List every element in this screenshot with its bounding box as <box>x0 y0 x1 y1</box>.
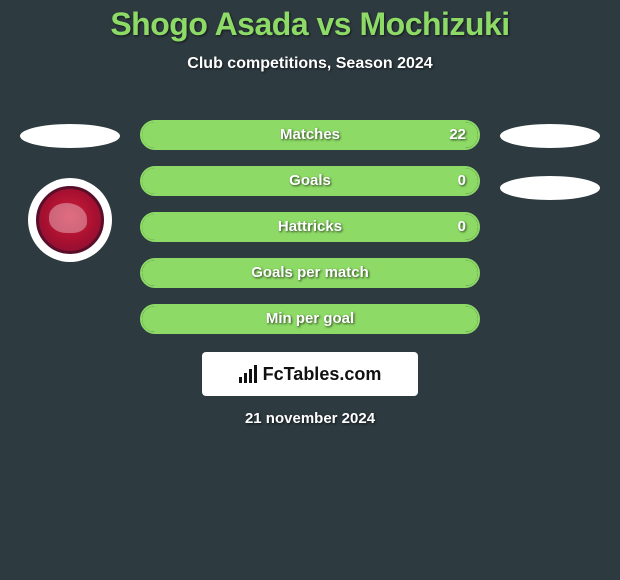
bar-chart-icon <box>239 365 257 383</box>
player-ellipse <box>500 124 600 148</box>
stat-row-hattricks: Hattricks 0 <box>140 212 480 242</box>
club-badge-left <box>28 178 112 262</box>
right-player-column <box>500 124 600 200</box>
stat-row-goals-per-match: Goals per match <box>140 258 480 288</box>
stat-row-goals: Goals 0 <box>140 166 480 196</box>
club-badge-emblem <box>36 186 104 254</box>
left-player-column <box>20 124 120 262</box>
player-ellipse <box>20 124 120 148</box>
stat-value-right: 0 <box>458 214 466 240</box>
stat-label: Matches <box>142 122 478 148</box>
stat-row-min-per-goal: Min per goal <box>140 304 480 334</box>
page-title: Shogo Asada vs Mochizuki <box>0 6 620 43</box>
stat-label: Min per goal <box>142 306 478 332</box>
stat-value-right: 0 <box>458 168 466 194</box>
stats-column: Matches 22 Goals 0 Hattricks 0 Goals per… <box>140 120 480 334</box>
footer-date: 21 november 2024 <box>0 410 620 427</box>
stat-label: Goals per match <box>142 260 478 286</box>
player-ellipse <box>500 176 600 200</box>
stat-label: Hattricks <box>142 214 478 240</box>
subtitle: Club competitions, Season 2024 <box>0 55 620 73</box>
stat-value-right: 22 <box>449 122 466 148</box>
stat-label: Goals <box>142 168 478 194</box>
branding-text: FcTables.com <box>263 364 382 385</box>
stat-row-matches: Matches 22 <box>140 120 480 150</box>
branding-box: FcTables.com <box>202 352 418 396</box>
